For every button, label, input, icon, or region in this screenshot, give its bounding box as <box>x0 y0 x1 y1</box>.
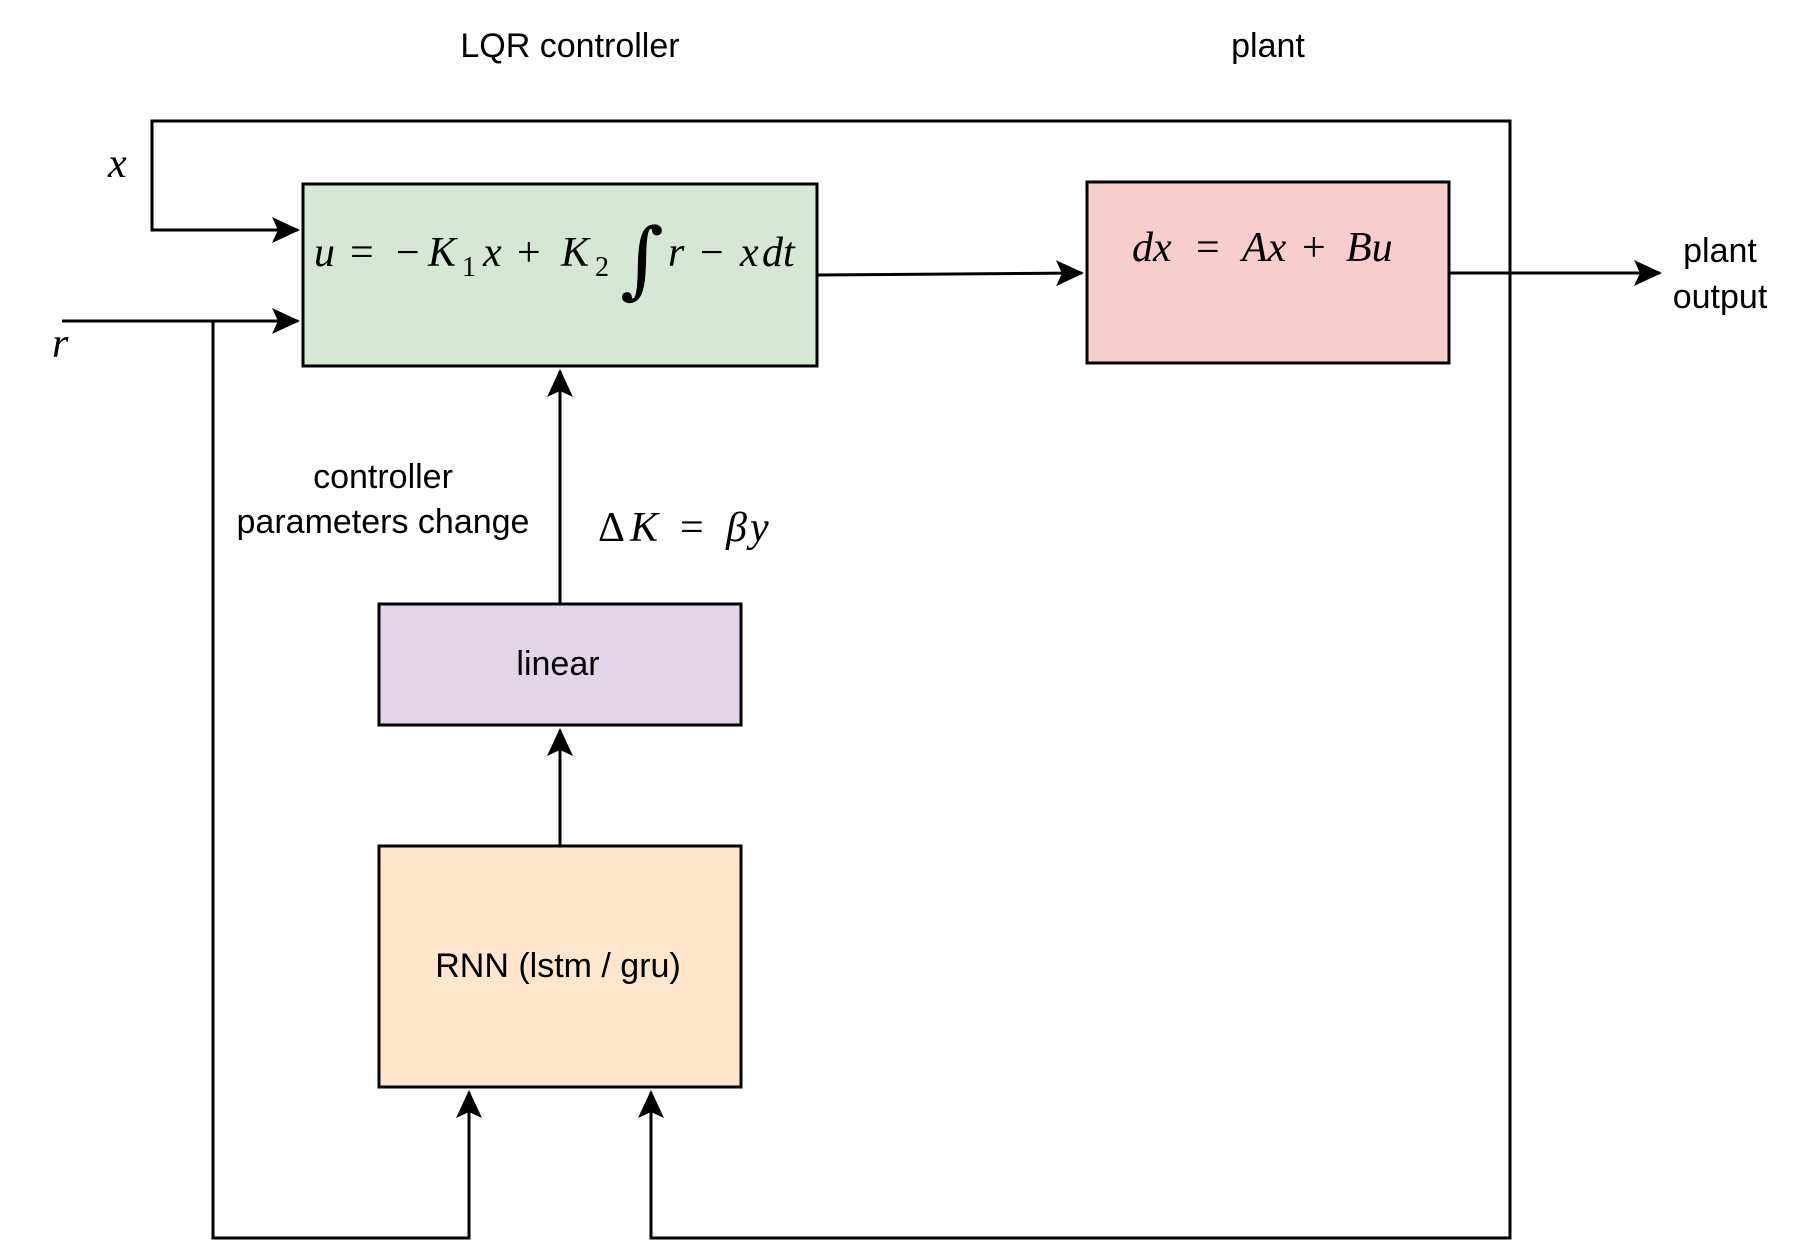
plant-eq-ax: Ax <box>1239 225 1287 271</box>
eq-minus2: − <box>700 230 724 276</box>
eq-integral: ∫ <box>620 210 664 308</box>
eq-plus: + <box>517 230 541 276</box>
eq-k1: K <box>427 230 458 276</box>
linear-block <box>377 602 743 727</box>
eq-x2: x <box>739 230 759 276</box>
x-input-label: x <box>107 141 127 187</box>
eq-sub1: 1 <box>462 252 476 283</box>
eq-x1: x <box>482 230 502 276</box>
rnn-label: RNN (lstm / gru) <box>435 947 681 985</box>
plant-output-label-2: output <box>1673 278 1768 316</box>
delta-k-equation: Δ K = β y <box>598 505 769 551</box>
eq-k2: K <box>560 230 591 276</box>
eq-r: r <box>668 230 685 276</box>
eq-minus: − <box>396 230 420 276</box>
plant-output-label-1: plant <box>1683 232 1757 270</box>
eq-dt: dt <box>762 230 796 276</box>
linear-label: linear <box>516 645 599 683</box>
eq-equals: = <box>350 230 374 276</box>
plant-block <box>1085 180 1451 365</box>
delta-k: K <box>629 505 660 551</box>
r-to-rnn-wire <box>211 321 482 1240</box>
x-feedback-wire <box>150 119 1512 273</box>
plant-equation: dx = Ax + Bu <box>1132 225 1393 271</box>
r-input-label: r <box>52 321 69 367</box>
plant-eq-equals: = <box>1196 225 1220 271</box>
x-to-rnn-wire <box>638 273 1512 1240</box>
delta-symbol: Δ <box>598 505 625 551</box>
lqr-equation: u = − K 1 x + K 2 ∫ r − x dt <box>314 210 796 308</box>
delta-beta: β <box>725 505 747 551</box>
plant-header: plant <box>1231 27 1305 65</box>
plant-eq-bu: Bu <box>1346 225 1393 271</box>
u-to-plant-wire <box>816 260 1084 287</box>
delta-y: y <box>746 505 769 551</box>
lqr-controller-block <box>301 182 819 368</box>
eq-sub2: 2 <box>595 252 609 283</box>
eq-u: u <box>314 230 335 276</box>
lqr-controller-header: LQR controller <box>460 27 679 65</box>
params-change-label-1: controller <box>313 458 453 496</box>
params-change-label-2: parameters change <box>237 503 530 541</box>
plant-eq-plus: + <box>1302 225 1326 271</box>
delta-equals: = <box>680 505 704 551</box>
plant-eq-dx: dx <box>1132 225 1172 271</box>
